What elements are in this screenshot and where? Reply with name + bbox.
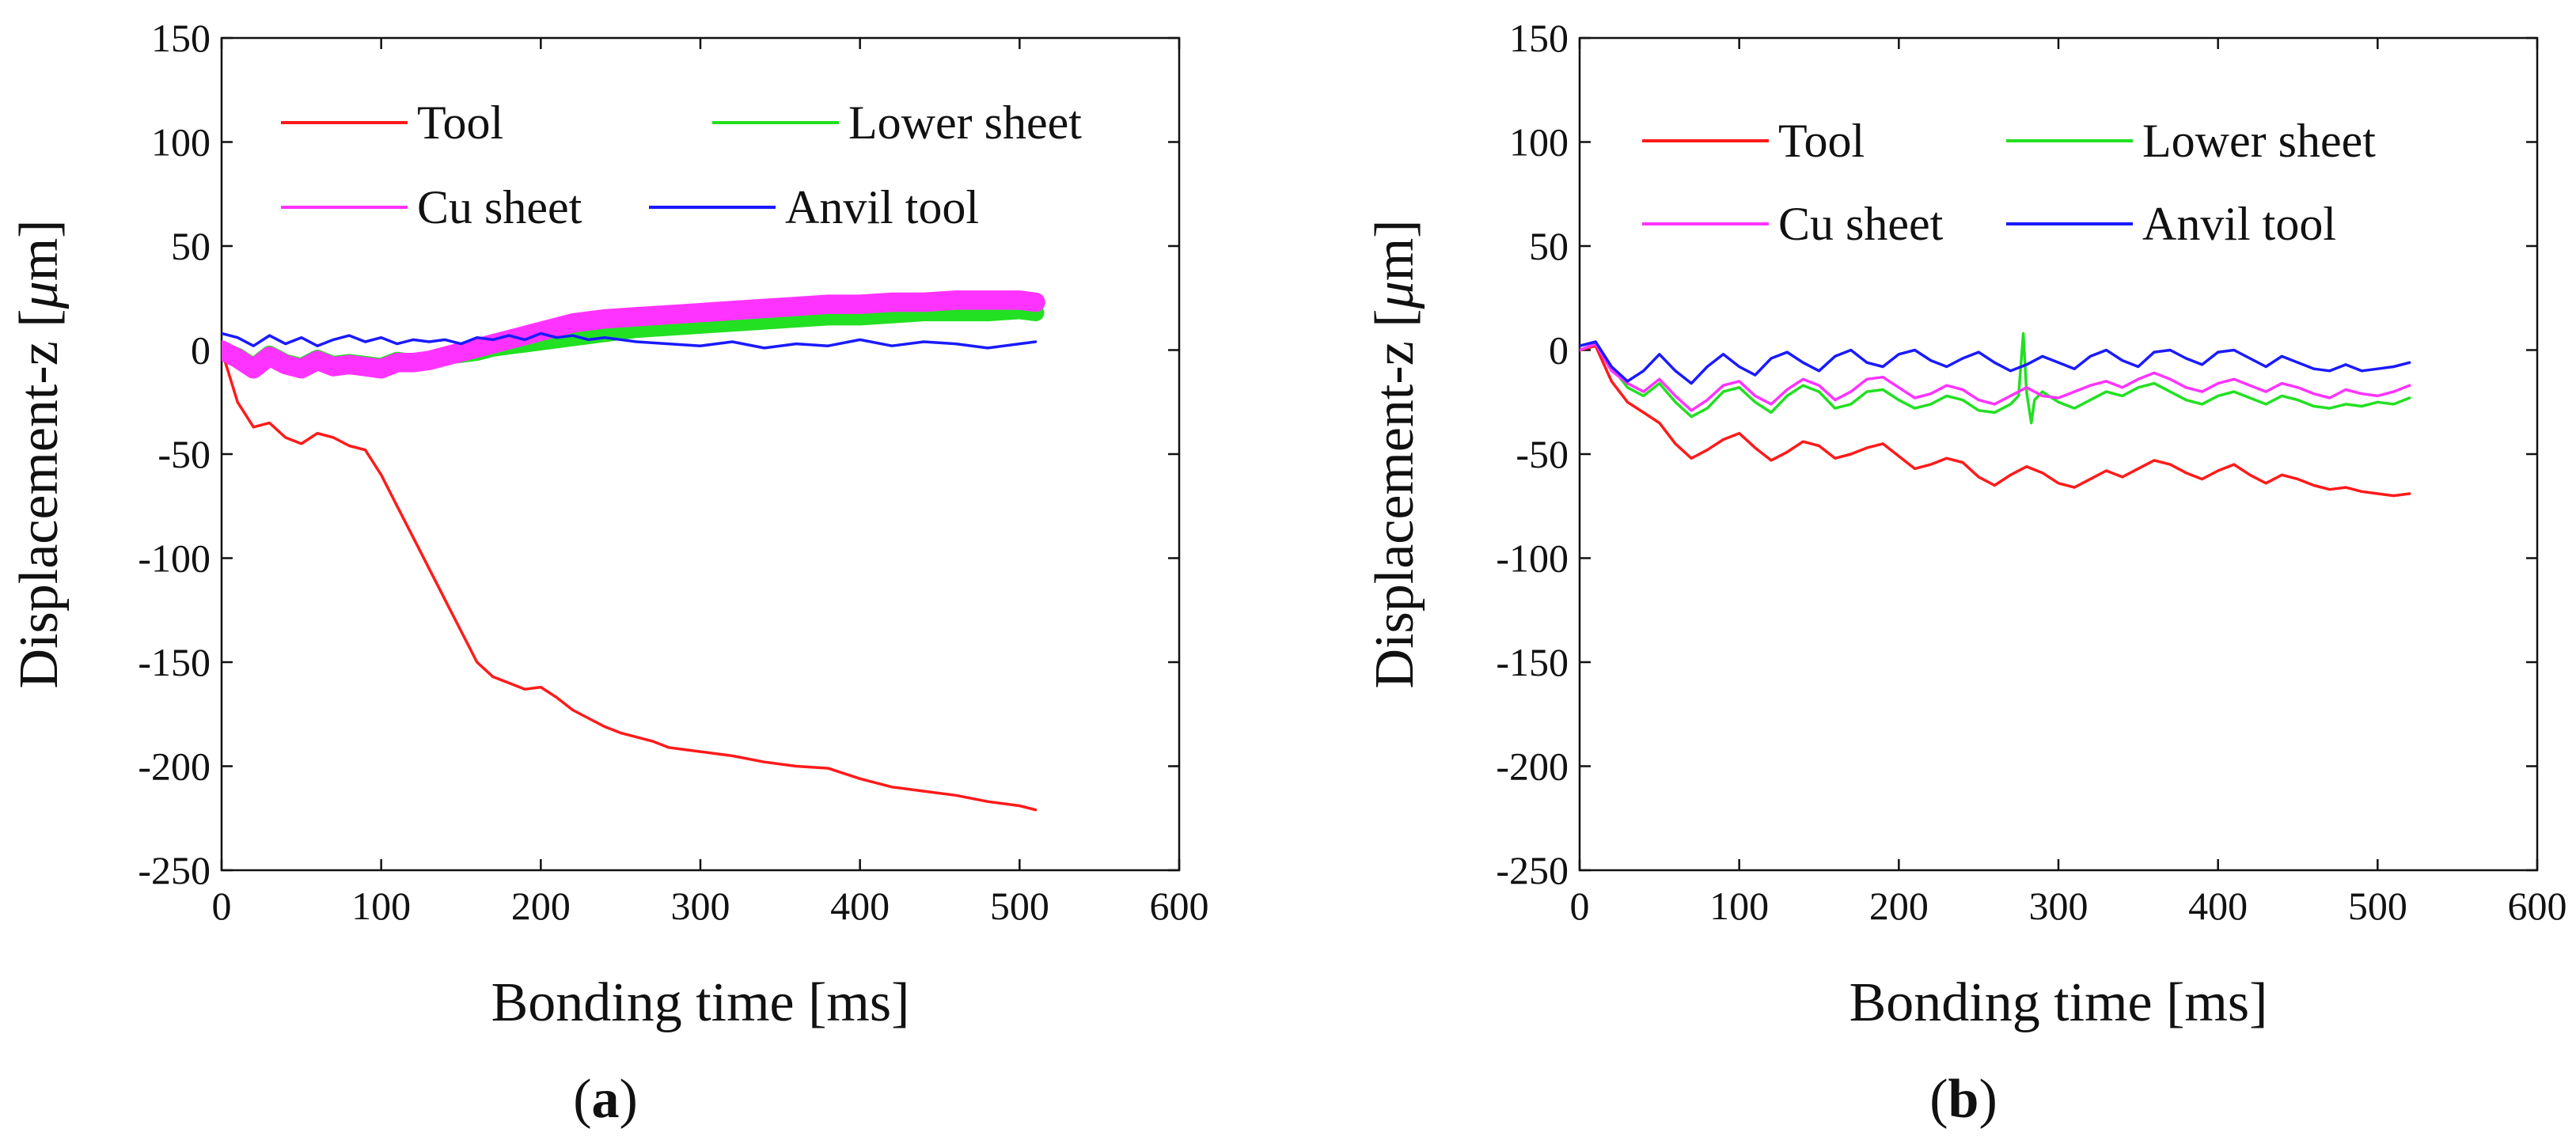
x-tick-label: 400 (830, 884, 890, 928)
legend-label-tool: Tool (417, 97, 503, 149)
panel-caption: (b) (1929, 1069, 1997, 1130)
y-tick-label: -200 (1496, 744, 1569, 789)
y-tick-label: 50 (171, 224, 211, 268)
x-tick-label: 300 (2029, 884, 2088, 928)
y-tick-label: -100 (138, 536, 211, 581)
x-tick-label: 300 (671, 884, 730, 928)
y-tick-label: 150 (151, 16, 211, 60)
series-line-cu-sheet (222, 290, 1045, 379)
series-line-lower-sheet (1580, 331, 2411, 425)
y-tick-label: -50 (1516, 432, 1569, 476)
plot-area (220, 36, 1181, 872)
series-group (222, 290, 1045, 812)
y-tick-label: 0 (191, 328, 211, 373)
y-tick-label: 50 (1529, 224, 1569, 268)
y-axis-label: Displacement-z [μm] (1364, 220, 1425, 689)
legend-label-lower-sheet: Lower sheet (2142, 115, 2376, 167)
caption-close-paren: ) (620, 1069, 638, 1130)
x-tick-label: 0 (1570, 884, 1590, 928)
legend-label-lower-sheet: Lower sheet (848, 97, 1082, 149)
panel-a: 0 100 200 300 400 500 600 -250 -200 -150 -100 -50 0 5… (9, 16, 1209, 1130)
series-group (1580, 331, 2411, 498)
y-axis-label-prefix: Displacement-z [ (9, 309, 70, 688)
panel-caption: (a) (573, 1069, 638, 1130)
y-tick-label: -200 (138, 744, 211, 789)
legend-label-cu-sheet: Cu sheet (417, 181, 582, 233)
x-tick-label: 500 (990, 884, 1049, 928)
caption-letter: b (1948, 1069, 1979, 1130)
y-tick-label: 0 (1549, 328, 1569, 373)
y-axis-label-unit: μ (1364, 281, 1425, 309)
y-axis-label-suffix: m] (9, 220, 70, 282)
caption-open-paren: ( (573, 1069, 591, 1130)
legend-label-anvil-tool: Anvil tool (2142, 198, 2336, 250)
y-tick-label: -150 (1496, 640, 1569, 684)
caption-letter: a (592, 1069, 620, 1130)
y-tick-label: -250 (1496, 848, 1569, 892)
series-line-anvil-tool (1580, 340, 2411, 385)
x-tick-label: 500 (2348, 884, 2407, 928)
series-line-tool (222, 348, 1038, 812)
y-axis-label-unit: μ (9, 281, 70, 309)
series-line-anvil-tool (222, 331, 1038, 350)
y-tick-label: 100 (151, 120, 211, 165)
caption-open-paren: ( (1929, 1069, 1948, 1130)
x-axis-label: Bonding time [ms] (491, 972, 910, 1033)
y-tick-label: 150 (1509, 16, 1569, 60)
y-tick-label: 100 (1509, 120, 1569, 165)
legend-label-anvil-tool: Anvil tool (785, 181, 979, 233)
y-axis-label-prefix: Displacement-z [ (1364, 309, 1425, 688)
legend-label-tool: Tool (1778, 115, 1865, 167)
x-tick-label: 0 (212, 884, 232, 928)
series-line-tool (1580, 344, 2411, 498)
plot-area (1578, 36, 2539, 872)
caption-close-paren: ) (1978, 1069, 1997, 1130)
x-axis-label: Bonding time [ms] (1849, 972, 2268, 1033)
y-axis-label-suffix: m] (1364, 220, 1425, 282)
x-tick-label: 200 (1869, 884, 1929, 928)
y-tick-label: -100 (1496, 536, 1569, 581)
panel-b: 0 100 200 300 400 500 600 -250 -200 -150 -100 -50 0 5… (1364, 16, 2567, 1130)
legend-label-cu-sheet: Cu sheet (1778, 198, 1944, 250)
series-line-cu-sheet (1580, 342, 2411, 412)
x-tick-label: 100 (1709, 884, 1769, 928)
x-tick-label: 200 (511, 884, 571, 928)
x-tick-label: 400 (2188, 884, 2248, 928)
y-axis-label: Displacement-z [μm] (9, 220, 70, 689)
x-tick-label: 600 (2508, 884, 2567, 928)
y-tick-label: -250 (138, 848, 211, 892)
x-tick-label: 600 (1150, 884, 1209, 928)
x-tick-label: 100 (351, 884, 411, 928)
y-tick-label: -150 (138, 640, 211, 684)
y-tick-label: -50 (157, 432, 211, 476)
